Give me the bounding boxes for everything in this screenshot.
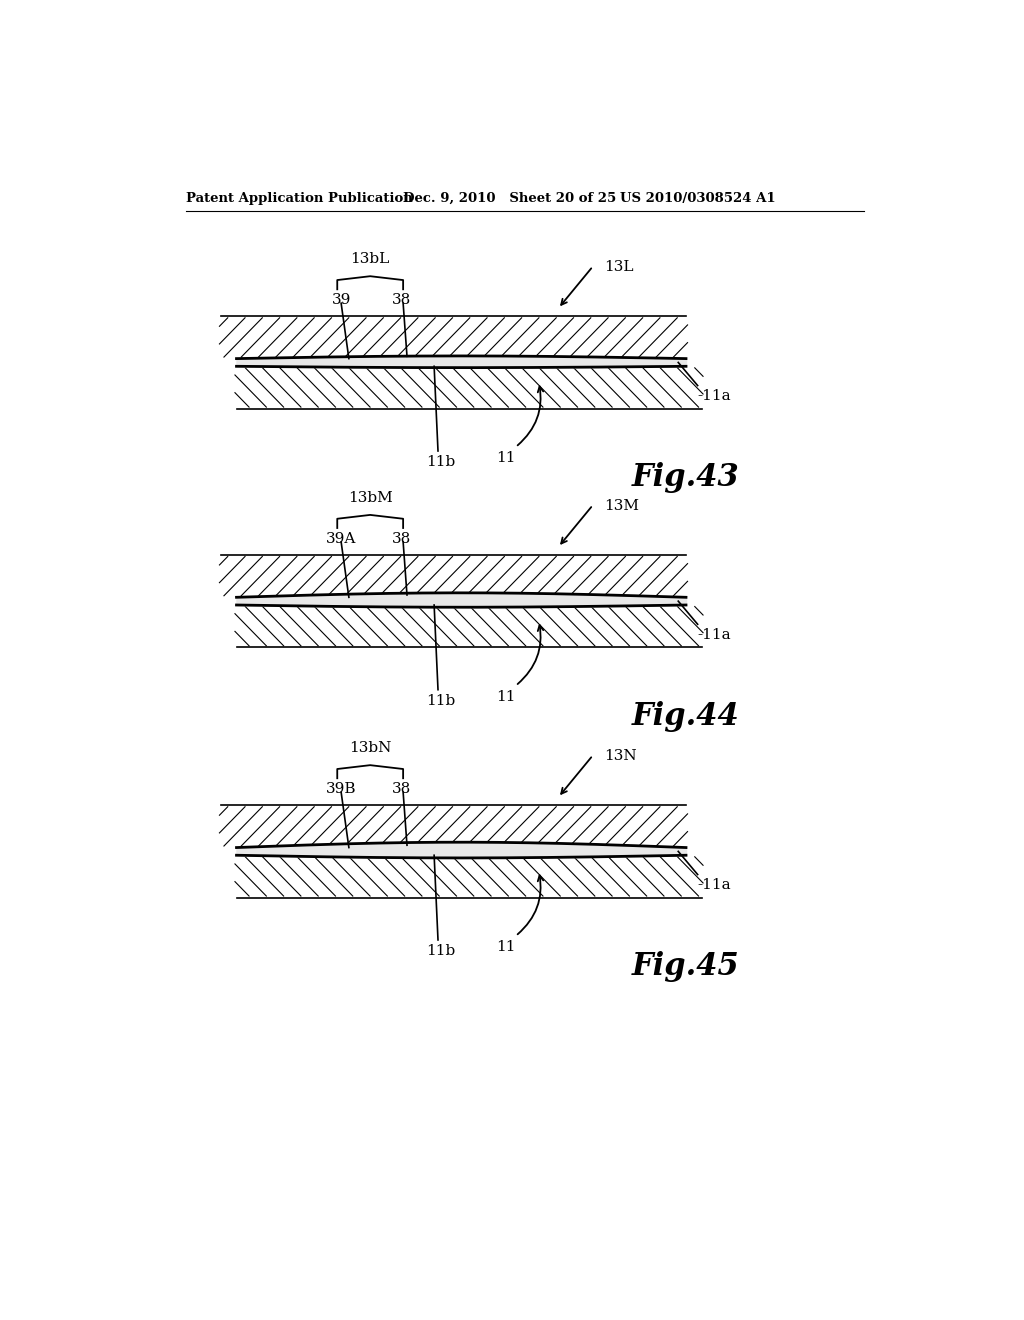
Text: 38: 38 <box>392 293 412 308</box>
Text: 38: 38 <box>392 781 412 796</box>
Text: 13bN: 13bN <box>349 741 391 755</box>
Text: 11: 11 <box>496 689 516 704</box>
Text: 13L: 13L <box>604 260 634 275</box>
Text: 39: 39 <box>332 293 351 308</box>
Text: 39B: 39B <box>326 781 356 796</box>
Text: Fig.45: Fig.45 <box>632 952 740 982</box>
Text: Fig.43: Fig.43 <box>632 462 740 494</box>
Text: 11b: 11b <box>426 944 455 958</box>
Text: 13M: 13M <box>604 499 640 512</box>
Text: 13bM: 13bM <box>348 491 392 506</box>
Text: 11b: 11b <box>426 693 455 708</box>
Text: 11b: 11b <box>426 455 455 469</box>
Text: Fig.44: Fig.44 <box>632 701 740 733</box>
Text: 39A: 39A <box>326 532 356 546</box>
Text: US 2010/0308524 A1: US 2010/0308524 A1 <box>621 191 776 205</box>
Text: 11: 11 <box>496 451 516 465</box>
Text: Patent Application Publication: Patent Application Publication <box>186 191 413 205</box>
Text: Dec. 9, 2010   Sheet 20 of 25: Dec. 9, 2010 Sheet 20 of 25 <box>403 191 616 205</box>
Text: -11a: -11a <box>697 628 731 642</box>
Text: 11: 11 <box>496 940 516 954</box>
Text: 38: 38 <box>392 532 412 546</box>
Text: -11a: -11a <box>697 878 731 892</box>
Text: 13N: 13N <box>604 748 637 763</box>
Text: -11a: -11a <box>697 389 731 404</box>
Text: 13bL: 13bL <box>350 252 390 267</box>
